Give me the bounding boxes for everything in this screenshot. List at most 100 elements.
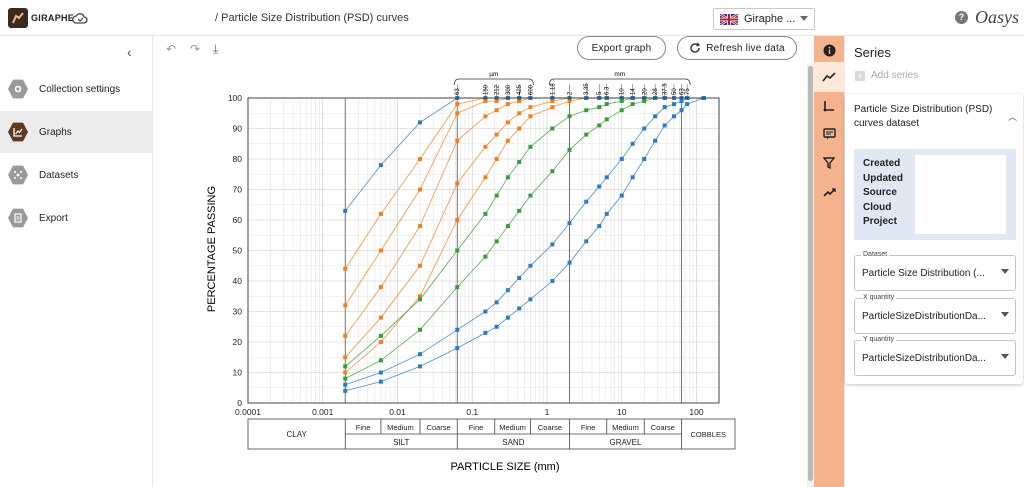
class-sub-label: Coarse [651,423,675,432]
data-point [505,175,510,180]
data-point [517,126,522,131]
data-point [642,99,647,104]
info-icon[interactable] [821,42,837,58]
data-point [528,193,533,198]
data-point [378,163,383,168]
data-point [517,275,522,280]
data-point [505,102,510,107]
language-select[interactable]: Giraphe ... [713,8,815,30]
class-silt: SILT [393,438,409,447]
data-point [597,123,602,128]
settings-icon [8,79,28,99]
data-point [584,199,589,204]
data-point [630,175,635,180]
add-series-button[interactable]: + Add series [855,70,918,81]
plus-icon: + [855,70,865,81]
data-point [597,184,602,189]
class-sub-label: Fine [356,423,371,432]
sieve-label: 425 [517,84,523,95]
x-quantity-select[interactable]: X quantity ParticleSizeDistributionDa... [854,294,1016,334]
classification-table: CLAY SILT SAND GRAVEL COBBLES Fine Medium Coars… [247,418,736,450]
sieve-bracket [548,78,691,86]
data-point [597,105,602,110]
graph-toolbar: ↶ ↷ ⤓ [153,36,814,64]
data-point [505,288,510,293]
undo-icon[interactable]: ↶ [166,42,177,56]
y-tick-label: 70 [233,185,243,195]
x-tick-label: 100 [689,407,703,417]
y-quantity-select[interactable]: Y quantity ParticleSizeDistributionDa... [854,336,1016,376]
data-point [494,132,499,137]
redo-icon[interactable]: ↷ [190,42,201,56]
sieve-label: 1.18 [550,83,556,95]
data-point [455,181,460,186]
x-tick-label: 0.1 [466,407,478,417]
scrollbar-thumb[interactable] [808,66,813,481]
x-axis-label: PARTICLE SIZE (mm) [451,461,560,473]
class-sub-label: Fine [469,423,484,432]
series-panel: Series + Add series Particle Size Distri… [844,36,1024,487]
nav-item-collection-settings[interactable]: Collection settings [0,68,152,110]
meta-key-project: Project [863,216,897,227]
nav-item-graphs[interactable]: Graphs [0,111,152,153]
data-point [455,102,460,107]
sieve-label: 10 [620,88,626,95]
y-tick-label: 60 [233,215,243,225]
data-point [567,114,572,119]
data-point [494,239,499,244]
data-point [619,99,624,104]
giraphe-logo[interactable]: GIRAPHE [8,8,74,28]
download-icon[interactable]: ⤓ [213,42,219,56]
oasys-logo[interactable]: Oasys [975,7,1019,27]
series-icon[interactable] [814,62,844,92]
refresh-live-data-button[interactable]: Refresh live data [677,36,797,60]
annotation-icon[interactable] [821,126,837,142]
y-tick-label: 100 [228,93,242,103]
export-graph-button[interactable]: Export graph [577,36,666,60]
y-quantity-label: Y quantity [861,336,897,343]
data-point [483,175,488,180]
psd-chart: µm 63 150 212 300 425 600 mm 1.18 2 3.35 5 6.3 10 14 20… [153,64,807,487]
data-point [528,297,533,302]
sieve-label: 2 [568,91,574,95]
sieve-label: 300 [506,84,512,95]
data-point [483,99,488,104]
data-point [343,382,348,387]
dataset-select[interactable]: Dataset Particle Size Distribution (... [854,251,1016,291]
refresh-label: Refresh live data [706,42,785,54]
nav-item-datasets[interactable]: Datasets [0,154,152,196]
sieve-label: 20 [642,88,648,95]
data-point [483,330,488,335]
x-tick-label: 10 [617,407,627,417]
data-point [494,108,499,113]
data-point [567,99,572,104]
filter-icon[interactable] [821,155,837,171]
sieve-label: 600 [528,84,534,95]
data-point [528,263,533,268]
cloud-icon[interactable] [72,11,88,29]
sieve-unit-mm: mm [614,71,625,78]
y-tick-label: 20 [233,337,243,347]
data-point [517,160,522,165]
trend-icon[interactable] [821,184,837,200]
chevron-up-icon[interactable]: ︿ [1007,112,1017,122]
collapse-sidebar-icon[interactable]: ‹ [127,44,132,60]
data-point [584,108,589,113]
help-icon[interactable]: ? [955,11,968,24]
dataset-value: Particle Size Distribution (... [862,268,985,279]
meta-values [915,155,1006,234]
brand-name: GIRAPHE [31,13,75,23]
data-point [517,208,522,213]
data-point [597,224,602,229]
data-point [567,221,572,226]
data-point [679,99,684,104]
x-tick-label: 1 [545,407,550,417]
chart-scrollbar[interactable] [807,64,814,487]
axes-icon[interactable] [821,98,837,114]
series-name[interactable]: Particle Size Distribution (PSD) curves … [854,104,993,129]
sieve-label: 63 [679,88,685,95]
nav-item-export[interactable]: Export [0,197,152,239]
data-point [455,327,460,332]
data-point [642,157,647,161]
data-point [418,352,423,357]
